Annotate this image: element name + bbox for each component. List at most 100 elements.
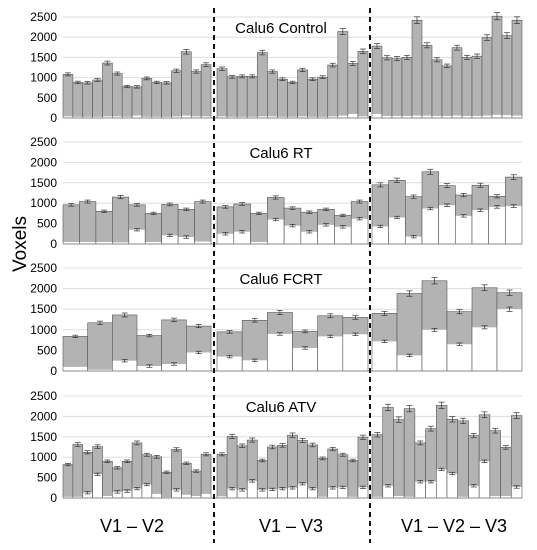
bar-total (411, 19, 423, 119)
bar-overlap (63, 496, 73, 498)
bar-overlap (142, 484, 152, 498)
y-tick-label: 2000 (30, 155, 57, 169)
bar-overlap (297, 483, 308, 498)
bar-total (347, 63, 359, 119)
panel-title: Calu6 RT (249, 145, 312, 162)
bar-overlap (436, 469, 447, 498)
bar-overlap (490, 495, 501, 498)
bar-overlap (318, 336, 343, 371)
bar-overlap (93, 116, 103, 118)
bar-overlap (152, 116, 162, 118)
bar-total (190, 71, 202, 119)
bar-total (511, 19, 523, 119)
bar-overlap (277, 116, 288, 118)
bar-total (87, 322, 113, 372)
bar-total (161, 471, 172, 499)
bar-total (371, 434, 384, 499)
bar-overlap (171, 489, 181, 498)
y-tick-label: 2000 (30, 282, 57, 296)
bar-overlap (382, 115, 392, 118)
y-tick-label: 500 (37, 91, 57, 105)
bar-total (401, 57, 413, 119)
bar-overlap (250, 241, 267, 244)
y-tick-label: 2000 (30, 30, 57, 44)
bar-total (347, 460, 359, 499)
bar-total (181, 463, 192, 499)
bar-overlap (452, 115, 462, 118)
bar-overlap (338, 115, 348, 118)
bar-overlap (102, 495, 112, 498)
bar-overlap (308, 116, 318, 118)
column-label-0: V1 – V2 (100, 516, 164, 536)
y-tick-label: 2500 (30, 261, 57, 275)
bar-overlap (358, 116, 368, 118)
bar-total (461, 57, 473, 119)
bar-overlap (479, 461, 490, 498)
y-tick-label: 1500 (30, 50, 57, 64)
bar-overlap (277, 488, 288, 498)
bar-overlap (292, 347, 318, 371)
bar-overlap (383, 485, 394, 498)
bar-total (391, 58, 403, 119)
bar-total (457, 420, 469, 499)
bar-overlap (393, 495, 404, 498)
bar-overlap (237, 116, 247, 118)
bar-total (381, 57, 393, 119)
bar-overlap (247, 480, 257, 498)
bar-total (421, 44, 433, 119)
bar-overlap (63, 116, 73, 118)
bar-overlap (83, 116, 93, 118)
panel-3-group-0 (62, 440, 212, 499)
bar-overlap (227, 116, 237, 118)
column-label-2: V1 – V2 – V3 (401, 516, 507, 536)
bar-total (317, 458, 329, 499)
bar-overlap (372, 113, 382, 118)
bar-overlap (472, 210, 489, 244)
bar-total (250, 213, 268, 245)
bar-overlap (217, 116, 227, 118)
bar-overlap (122, 116, 132, 118)
bar-overlap (500, 495, 511, 498)
bar-overlap (351, 218, 368, 244)
bar-overlap (358, 487, 368, 498)
bar-overlap (137, 366, 162, 371)
column-separators (213, 8, 371, 543)
bar-overlap (511, 486, 522, 498)
bar-total (216, 68, 228, 119)
bar-overlap (404, 496, 415, 498)
bar-total (501, 35, 513, 119)
bar-overlap (88, 369, 112, 371)
bar-total (151, 82, 162, 119)
bar-total (246, 76, 258, 119)
bar-overlap (318, 496, 328, 498)
bar-total (72, 82, 84, 119)
bar-overlap (247, 116, 257, 118)
bar-total (226, 76, 238, 119)
bar-total (181, 51, 192, 119)
bar-total (200, 454, 212, 499)
bar-total (441, 65, 453, 119)
y-tick-label: 1000 (30, 71, 57, 85)
bar-overlap (502, 115, 512, 118)
bar-total (256, 52, 268, 119)
bar-total (102, 460, 113, 499)
bar-overlap (257, 116, 267, 118)
bar-overlap (83, 492, 93, 498)
bar-overlap (392, 115, 402, 118)
bar-overlap (472, 115, 482, 118)
bar-overlap (412, 115, 422, 118)
bar-overlap (415, 481, 426, 498)
bar-overlap (79, 241, 96, 244)
bar-overlap (201, 116, 211, 118)
panel-1: 0 500 1000 1500 2000 2500 Calu6 RT (30, 135, 523, 251)
bar-overlap (458, 496, 469, 498)
panel-0-group-2 (371, 12, 523, 119)
bar-total (471, 55, 483, 119)
bar-overlap (112, 242, 129, 244)
bar-total (161, 319, 187, 372)
bar-overlap (442, 115, 452, 118)
bar-total (102, 62, 113, 119)
bar-overlap (318, 224, 335, 244)
bar-total (151, 456, 162, 499)
panel-2-group-0 (62, 312, 212, 372)
